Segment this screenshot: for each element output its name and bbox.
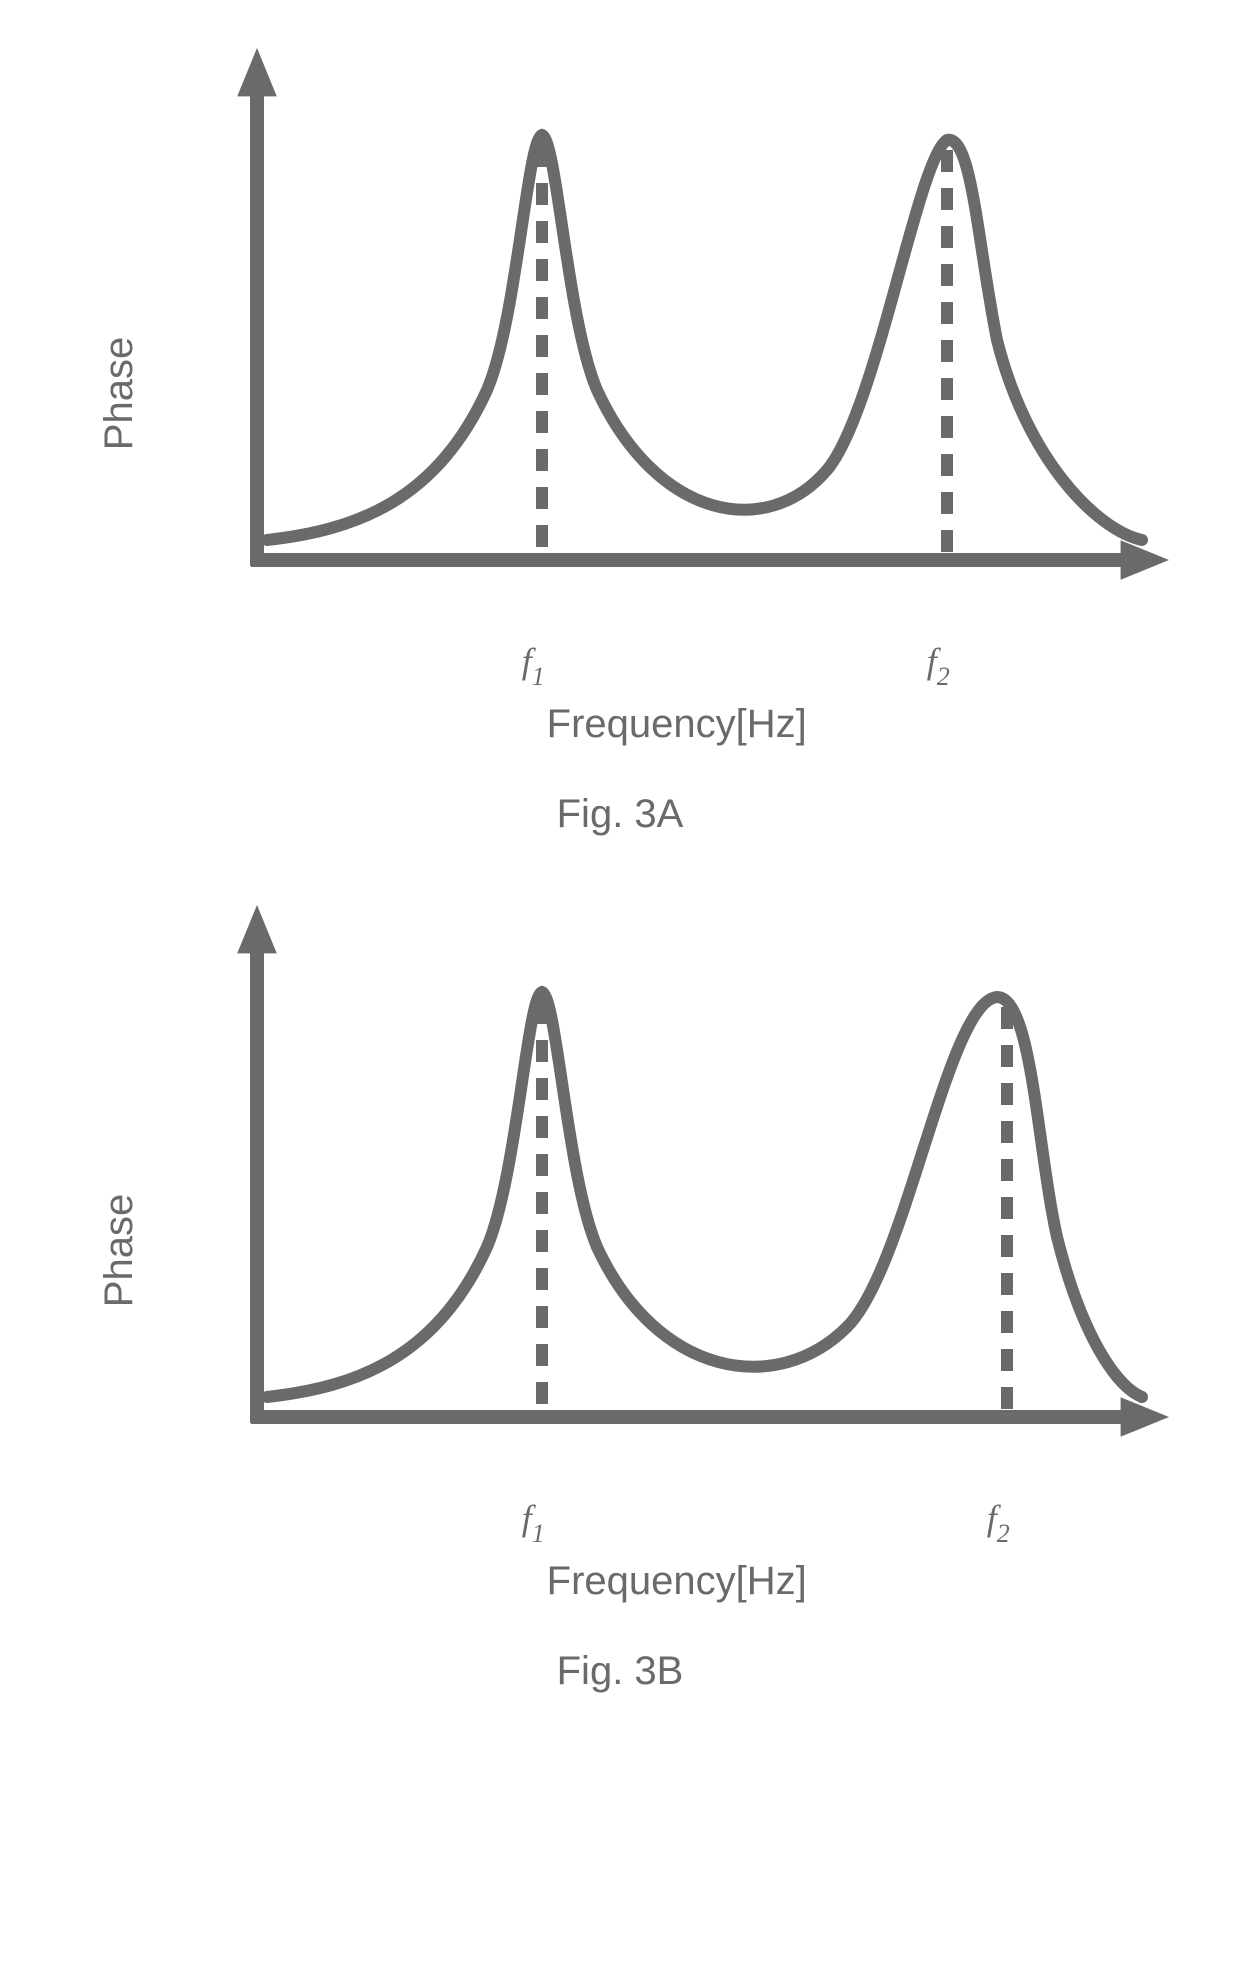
figure-a-block: Phase f1 f2 Frequency[Hz] Fig. 3A bbox=[63, 40, 1176, 837]
peak-tick-label: f1 bbox=[522, 640, 545, 688]
figure-a-caption: Fig. 3A bbox=[557, 792, 684, 837]
figure-b-plot-col: f1 f2 Frequency[Hz] bbox=[177, 897, 1177, 1604]
figure-b-ticks: f1 f2 bbox=[177, 1497, 1177, 1547]
figure-b-ylabel: Phase bbox=[97, 1194, 141, 1307]
figure-a-ylabel-wrap: Phase bbox=[97, 337, 142, 450]
figure-a-plot-col: f1 f2 Frequency[Hz] bbox=[177, 40, 1177, 747]
figure-a-dashes bbox=[542, 145, 947, 560]
figure-b-block: Phase f1 f2 Frequency[Hz] Fig. 3B bbox=[63, 897, 1176, 1694]
figure-a-ticks: f1 f2 bbox=[177, 640, 1177, 690]
figure-b-xlabel: Frequency[Hz] bbox=[547, 1559, 807, 1604]
figure-b-dashes bbox=[542, 1002, 1007, 1417]
figure-a-svg bbox=[177, 40, 1177, 640]
figure-b-caption: Fig. 3B bbox=[557, 1649, 684, 1694]
peak-tick-label: f2 bbox=[927, 640, 950, 688]
figure-a-xlabel: Frequency[Hz] bbox=[547, 702, 807, 747]
figure-a-curve bbox=[267, 135, 1142, 540]
peak-tick-label: f2 bbox=[987, 1497, 1010, 1545]
figure-a-ylabel: Phase bbox=[97, 337, 141, 450]
peak-tick-label: f1 bbox=[522, 1497, 545, 1545]
figure-b-plot-row: Phase f1 f2 Frequency[Hz] bbox=[63, 897, 1176, 1604]
figure-a-plot-row: Phase f1 f2 Frequency[Hz] bbox=[63, 40, 1176, 747]
figure-b-ylabel-wrap: Phase bbox=[97, 1194, 142, 1307]
figure-b-svg bbox=[177, 897, 1177, 1497]
